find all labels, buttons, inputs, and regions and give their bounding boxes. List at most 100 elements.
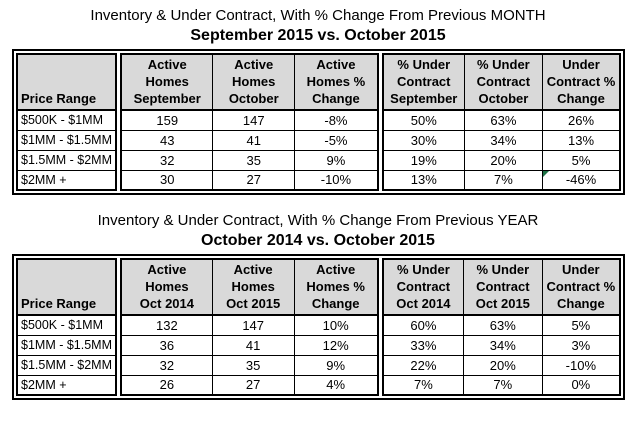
- month-table-active-homes-group: Active Homes September Active Homes Octo…: [120, 53, 379, 191]
- table-row: 30 27 -10%: [120, 169, 379, 191]
- data-cell: 12%: [293, 334, 379, 356]
- table-row: 7% 7% 0%: [382, 374, 621, 396]
- data-cell: -10%: [293, 169, 379, 191]
- table-row: $2MM +: [16, 169, 117, 191]
- table-row: 33% 34% 3%: [382, 334, 621, 356]
- table-row: 43 41 -5%: [120, 129, 379, 151]
- row-label-cell: $1MM - $1.5MM: [16, 129, 117, 151]
- year-table-title: Inventory & Under Contract, With % Chang…: [97, 212, 539, 229]
- row-label-cell: $2MM +: [16, 374, 117, 396]
- data-cell: 132: [120, 314, 213, 336]
- data-cell: 50%: [382, 109, 465, 131]
- data-cell: 0%: [541, 374, 621, 396]
- data-cell: 147: [211, 314, 295, 336]
- header-row: Price Range: [16, 258, 117, 316]
- table-row: 19% 20% 5%: [382, 149, 621, 171]
- data-cell: 41: [212, 129, 295, 151]
- table-row: 13% 7% -46%: [382, 169, 621, 191]
- table-row: 30% 34% 13%: [382, 129, 621, 151]
- header-cell: Under Contract % Change: [541, 258, 621, 316]
- year-table: Price Range $500K - $1MM $1MM - $1.5MM $…: [12, 254, 625, 400]
- header-row: % Under Contract Oct 2014 % Under Contra…: [382, 258, 621, 316]
- table-row: $1.5MM - $2MM: [16, 149, 117, 171]
- data-cell: 27: [211, 374, 295, 396]
- data-cell: 22%: [382, 354, 464, 376]
- year-table-under-contract-group: % Under Contract Oct 2014 % Under Contra…: [381, 258, 621, 396]
- header-cell: % Under Contract September: [382, 53, 465, 111]
- table-row: 26 27 4%: [120, 374, 379, 396]
- table-row: 132 147 10%: [120, 314, 379, 336]
- data-cell: 27: [212, 169, 295, 191]
- header-cell-price-range: Price Range: [16, 53, 117, 111]
- data-cell-flagged: -46%: [542, 169, 621, 191]
- data-cell: 7%: [382, 374, 464, 396]
- month-table-title: Inventory & Under Contract, With % Chang…: [90, 7, 546, 24]
- data-cell: 3%: [541, 334, 621, 356]
- row-label-cell: $1MM - $1.5MM: [16, 334, 117, 356]
- table-row: $1.5MM - $2MM: [16, 354, 117, 376]
- data-cell: 159: [120, 109, 214, 131]
- table-row: 60% 63% 5%: [382, 314, 621, 336]
- data-cell: 147: [212, 109, 295, 131]
- month-table-price-range-group: Price Range $500K - $1MM $1MM - $1.5MM $…: [16, 53, 117, 191]
- header-cell: % Under Contract Oct 2015: [462, 258, 543, 316]
- header-cell: % Under Contract Oct 2014: [382, 258, 464, 316]
- data-cell: 26%: [542, 109, 621, 131]
- data-cell: 32: [120, 354, 213, 376]
- table-row: $500K - $1MM: [16, 109, 117, 131]
- header-cell: Active Homes September: [120, 53, 214, 111]
- data-cell: 30: [120, 169, 214, 191]
- data-cell: -10%: [541, 354, 621, 376]
- data-cell: 4%: [293, 374, 379, 396]
- table-row: 159 147 -8%: [120, 109, 379, 131]
- data-cell: 10%: [293, 314, 379, 336]
- table-row: $500K - $1MM: [16, 314, 117, 336]
- data-cell: -5%: [293, 129, 379, 151]
- header-cell: % Under Contract October: [463, 53, 544, 111]
- data-cell: 35: [212, 149, 295, 171]
- data-cell: 9%: [293, 149, 379, 171]
- data-cell: 43: [120, 129, 214, 151]
- header-cell: Under Contract % Change: [542, 53, 621, 111]
- row-label-cell: $1.5MM - $2MM: [16, 149, 117, 171]
- row-label-cell: $500K - $1MM: [16, 109, 117, 131]
- data-cell: 63%: [462, 314, 543, 336]
- year-table-price-range-group: Price Range $500K - $1MM $1MM - $1.5MM $…: [16, 258, 117, 396]
- table-row: $1MM - $1.5MM: [16, 129, 117, 151]
- data-cell: 13%: [542, 129, 621, 151]
- table-row: 32 35 9%: [120, 149, 379, 171]
- header-cell: Active Homes Oct 2015: [211, 258, 295, 316]
- month-table-subtitle: September 2015 vs. October 2015: [190, 27, 446, 44]
- data-cell: 60%: [382, 314, 464, 336]
- month-table-under-contract-group: % Under Contract September % Under Contr…: [381, 53, 621, 191]
- data-cell: 7%: [462, 374, 543, 396]
- table-row: $2MM +: [16, 374, 117, 396]
- data-cell: 26: [120, 374, 213, 396]
- year-table-subtitle: October 2014 vs. October 2015: [201, 232, 435, 249]
- data-cell: 30%: [382, 129, 465, 151]
- data-cell: 34%: [463, 129, 544, 151]
- header-cell: Active Homes % Change: [293, 258, 379, 316]
- table-row: $1MM - $1.5MM: [16, 334, 117, 356]
- data-cell: 5%: [542, 149, 621, 171]
- data-cell: 35: [211, 354, 295, 376]
- header-cell: Active Homes October: [212, 53, 295, 111]
- header-row: % Under Contract September % Under Contr…: [382, 53, 621, 111]
- year-table-active-homes-group: Active Homes Oct 2014 Active Homes Oct 2…: [120, 258, 379, 396]
- data-cell-value: -46%: [565, 172, 597, 188]
- header-cell-price-range: Price Range: [16, 258, 117, 316]
- data-cell: 63%: [463, 109, 544, 131]
- header-cell: Active Homes % Change: [293, 53, 379, 111]
- data-cell: 19%: [382, 149, 465, 171]
- table-row: 36 41 12%: [120, 334, 379, 356]
- data-cell: 13%: [382, 169, 465, 191]
- row-label-cell: $500K - $1MM: [16, 314, 117, 336]
- data-cell: 33%: [382, 334, 464, 356]
- row-label-cell: $1.5MM - $2MM: [16, 354, 117, 376]
- data-cell: 7%: [463, 169, 544, 191]
- header-row: Active Homes Oct 2014 Active Homes Oct 2…: [120, 258, 379, 316]
- data-cell: 41: [211, 334, 295, 356]
- header-row: Active Homes September Active Homes Octo…: [120, 53, 379, 111]
- data-cell: 20%: [463, 149, 544, 171]
